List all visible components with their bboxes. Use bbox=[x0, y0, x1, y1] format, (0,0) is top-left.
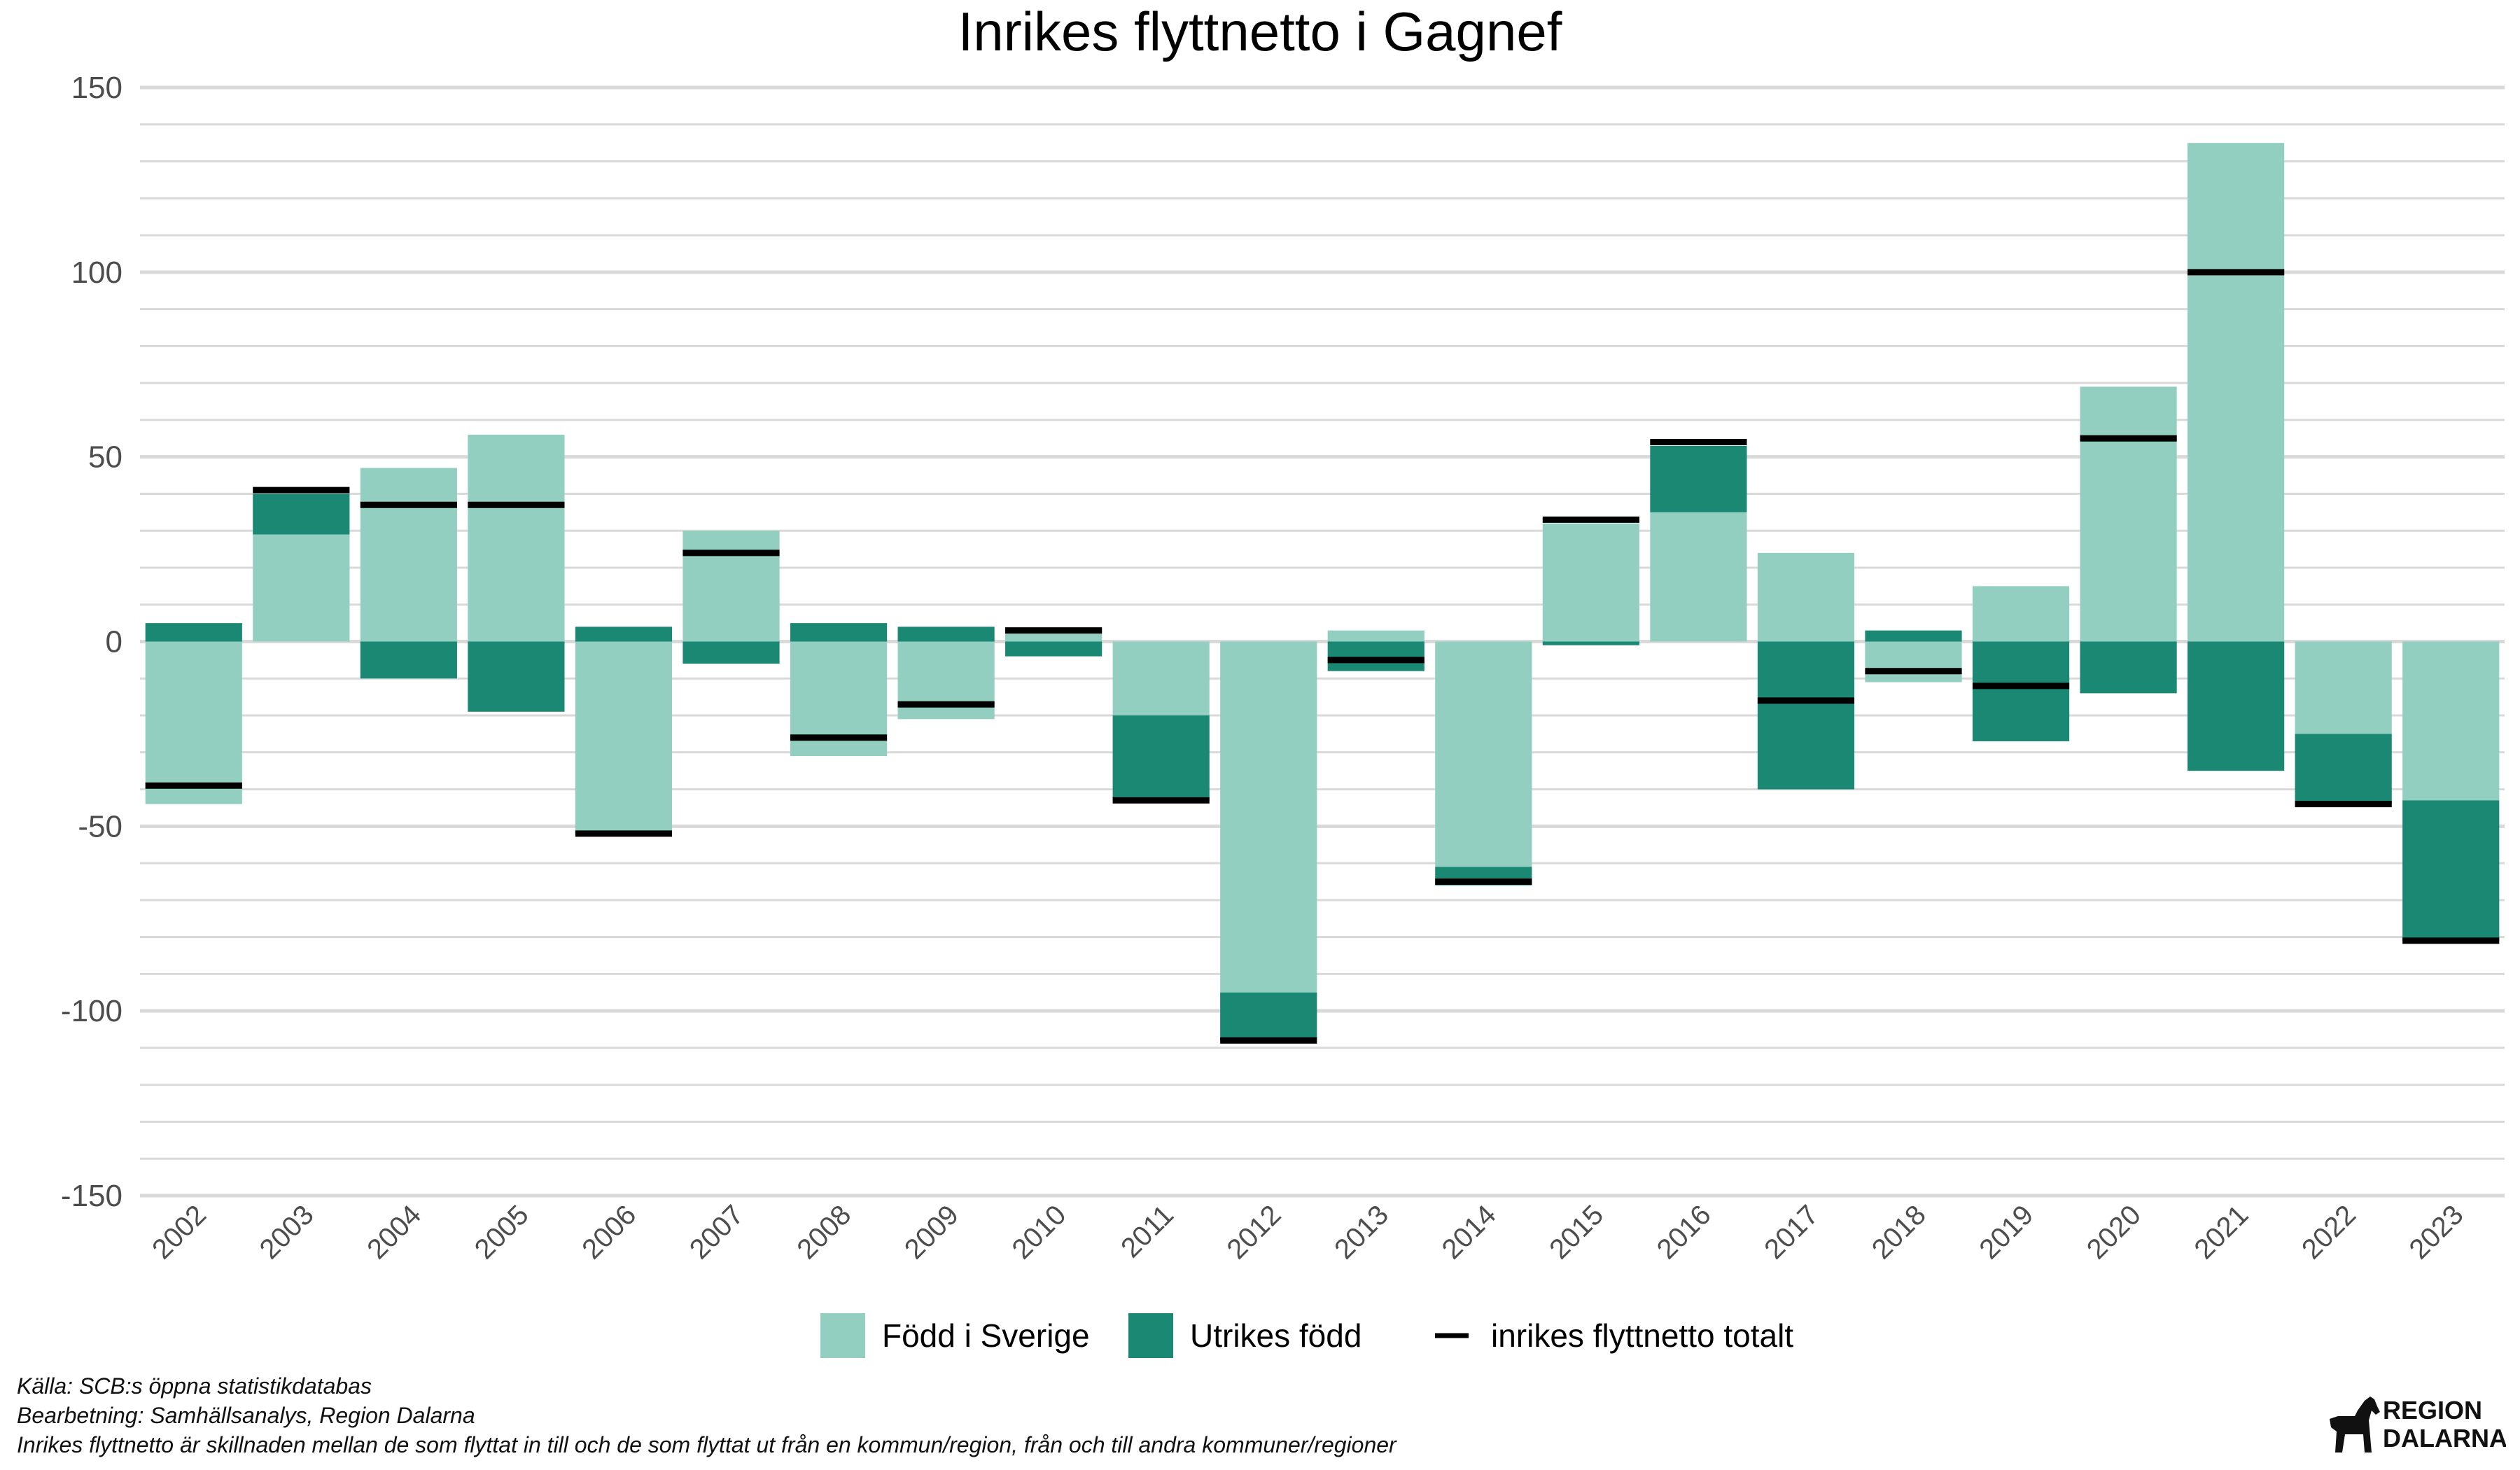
x-tick-label: 2021 bbox=[2188, 1199, 2254, 1265]
bar-fodd-i-sverige-2018 bbox=[1865, 641, 1962, 682]
bar-fodd-i-sverige-2005 bbox=[468, 435, 565, 642]
x-tick-label: 2014 bbox=[1436, 1199, 1502, 1265]
bar-fodd-i-sverige-2013 bbox=[1327, 630, 1424, 642]
bar-utrikes-fodd-2017 bbox=[1757, 641, 1855, 790]
y-tick-label: 50 bbox=[88, 440, 122, 475]
bar-fodd-i-sverige-2019 bbox=[1972, 586, 2070, 642]
legend-label: inrikes flyttnetto totalt bbox=[1491, 1317, 1793, 1354]
x-tick-label: 2015 bbox=[1544, 1199, 1609, 1265]
y-tick-label: -150 bbox=[61, 1179, 122, 1213]
y-axis: 150 100 50 0 -50 -100 -150 bbox=[61, 71, 122, 1213]
bar-utrikes-fodd-2008 bbox=[790, 623, 888, 642]
bars bbox=[145, 143, 2500, 1041]
x-tick-label: 2019 bbox=[1973, 1199, 2039, 1265]
x-tick-label: 2023 bbox=[2404, 1199, 2470, 1265]
dala-horse-icon bbox=[2330, 1396, 2380, 1452]
legend: Född i Sverige Utrikes född inrikes flyttn… bbox=[820, 1313, 1793, 1358]
bar-utrikes-fodd-2013 bbox=[1327, 641, 1424, 671]
bar-fodd-i-sverige-2021 bbox=[2188, 143, 2285, 642]
bar-utrikes-fodd-2015 bbox=[1542, 641, 1639, 645]
processing-caption: Bearbetning: Samhällsanalys, Region Dala… bbox=[17, 1403, 475, 1428]
x-tick-label: 2020 bbox=[2081, 1199, 2147, 1265]
bar-utrikes-fodd-2004 bbox=[360, 641, 457, 679]
legend-utrikes-fodd: Utrikes född bbox=[1128, 1313, 1362, 1358]
bar-utrikes-fodd-2022 bbox=[2295, 734, 2392, 804]
region-dalarna-logo: REGION DALARNA bbox=[2330, 1396, 2506, 1452]
x-tick-label: 2011 bbox=[1115, 1199, 1180, 1264]
bar-fodd-i-sverige-2014 bbox=[1435, 641, 1532, 867]
bar-fodd-i-sverige-2016 bbox=[1650, 512, 1747, 642]
bar-fodd-i-sverige-2007 bbox=[682, 531, 780, 642]
bar-fodd-i-sverige-2015 bbox=[1542, 523, 1639, 642]
legend-label: Född i Sverige bbox=[882, 1317, 1090, 1354]
x-axis: 2002 2003 2004 2005 2006 2007 2008 2009 2010 2011… bbox=[146, 1199, 2469, 1265]
bar-utrikes-fodd-2009 bbox=[897, 626, 995, 642]
x-tick-label: 2010 bbox=[1006, 1199, 1072, 1265]
x-tick-label: 2017 bbox=[1758, 1199, 1824, 1265]
bar-fodd-i-sverige-2020 bbox=[2080, 386, 2177, 642]
x-tick-label: 2018 bbox=[1866, 1199, 1932, 1265]
bar-fodd-i-sverige-2012 bbox=[1220, 641, 1317, 993]
bar-utrikes-fodd-2016 bbox=[1650, 445, 1747, 512]
bar-fodd-i-sverige-2022 bbox=[2295, 641, 2392, 734]
bar-fodd-i-sverige-2003 bbox=[253, 534, 350, 642]
x-tick-label: 2013 bbox=[1329, 1199, 1394, 1265]
x-tick-label: 2004 bbox=[361, 1199, 427, 1265]
x-tick-label: 2003 bbox=[254, 1199, 320, 1265]
bar-utrikes-fodd-2019 bbox=[1972, 641, 2070, 741]
grid bbox=[140, 85, 2505, 1198]
bar-utrikes-fodd-2006 bbox=[575, 626, 673, 642]
x-tick-label: 2006 bbox=[576, 1199, 642, 1265]
bar-fodd-i-sverige-2017 bbox=[1757, 552, 1855, 642]
bar-utrikes-fodd-2021 bbox=[2188, 641, 2285, 771]
bar-fodd-i-sverige-2023 bbox=[2402, 641, 2500, 801]
bar-utrikes-fodd-2020 bbox=[2080, 641, 2177, 694]
bar-fodd-i-sverige-2002 bbox=[145, 641, 242, 804]
bar-fodd-i-sverige-2004 bbox=[360, 468, 457, 642]
legend-total: inrikes flyttnetto totalt bbox=[1435, 1317, 1793, 1354]
bar-utrikes-fodd-2018 bbox=[1865, 630, 1962, 642]
x-tick-label: 2022 bbox=[2296, 1199, 2362, 1265]
total-markers bbox=[145, 269, 2500, 1044]
chart-title: Inrikes flyttnetto i Gagnef bbox=[958, 1, 1562, 62]
bar-utrikes-fodd-2007 bbox=[682, 641, 780, 664]
bar-fodd-i-sverige-2011 bbox=[1112, 641, 1210, 716]
legend-swatch bbox=[1128, 1313, 1173, 1358]
logo-line1: REGION bbox=[2383, 1396, 2482, 1424]
x-tick-label: 2005 bbox=[469, 1199, 535, 1265]
y-tick-label: 100 bbox=[71, 255, 122, 290]
legend-fodd-i-sverige: Född i Sverige bbox=[820, 1313, 1090, 1358]
y-tick-label: -100 bbox=[61, 994, 122, 1028]
bar-utrikes-fodd-2023 bbox=[2402, 800, 2500, 941]
bar-utrikes-fodd-2003 bbox=[253, 493, 350, 535]
y-tick-label: 150 bbox=[71, 71, 122, 105]
x-tick-label: 2007 bbox=[684, 1199, 750, 1265]
bar-utrikes-fodd-2011 bbox=[1112, 715, 1210, 801]
x-tick-label: 2008 bbox=[791, 1199, 857, 1265]
bar-utrikes-fodd-2010 bbox=[1005, 641, 1102, 657]
x-tick-label: 2002 bbox=[146, 1199, 212, 1265]
bar-utrikes-fodd-2002 bbox=[145, 623, 242, 642]
logo-line2: DALARNA bbox=[2383, 1424, 2506, 1452]
y-tick-label: -50 bbox=[78, 809, 122, 844]
x-tick-label: 2009 bbox=[899, 1199, 965, 1265]
bar-utrikes-fodd-2005 bbox=[468, 641, 565, 712]
legend-label: Utrikes född bbox=[1190, 1317, 1362, 1354]
y-tick-label: 0 bbox=[106, 625, 122, 659]
x-tick-label: 2012 bbox=[1222, 1199, 1287, 1265]
bar-fodd-i-sverige-2006 bbox=[575, 641, 673, 834]
source-caption: Källa: SCB:s öppna statistikdatabas bbox=[17, 1373, 372, 1399]
note-caption: Inrikes flyttnetto är skillnaden mellan … bbox=[17, 1432, 1396, 1457]
x-tick-label: 2016 bbox=[1651, 1199, 1717, 1265]
legend-swatch bbox=[820, 1313, 865, 1358]
bar-utrikes-fodd-2012 bbox=[1220, 992, 1317, 1041]
